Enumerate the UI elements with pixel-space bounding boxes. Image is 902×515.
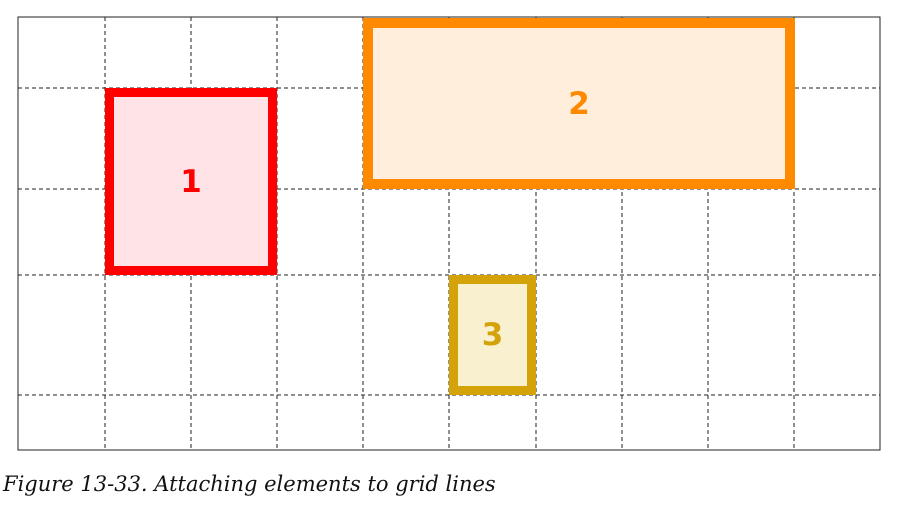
grid-item-2-label: 2 (568, 85, 590, 122)
figure-caption: Figure 13-33. Attaching elements to grid… (3, 472, 496, 496)
grid-item-3-label: 3 (481, 317, 504, 353)
grid-item-1: 1 (105, 88, 277, 275)
grid-item-1-label: 1 (180, 163, 202, 200)
grid-item-3: 3 (449, 275, 536, 395)
grid-frame (17, 16, 881, 451)
grid-item-2: 2 (363, 18, 795, 189)
